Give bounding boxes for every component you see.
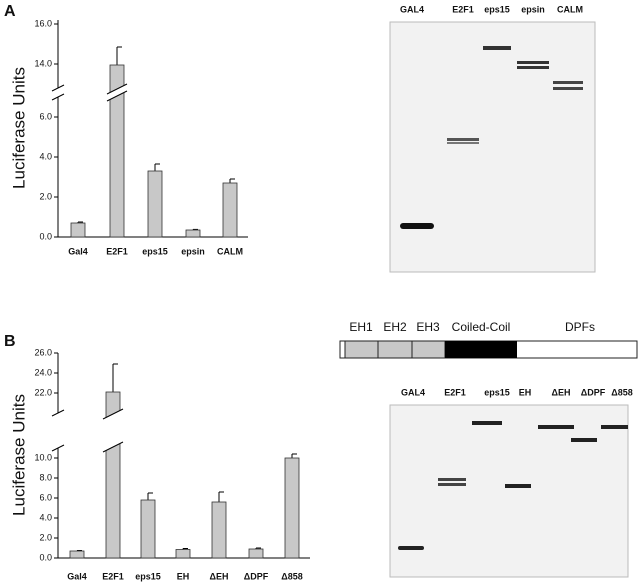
lane-label: GAL4 (400, 4, 424, 14)
bar (175, 549, 191, 559)
y-axis-label: Luciferase Units (9, 67, 28, 189)
x-tick-label: Gal4 (67, 571, 87, 581)
panel-label: A (4, 3, 16, 20)
y-tick-label: 0.0 (39, 231, 52, 241)
y-tick-label: 8.0 (39, 472, 52, 482)
y-tick-label: 14.0 (34, 58, 52, 68)
bar (211, 501, 227, 559)
bar-break-line (102, 408, 124, 420)
x-tick-label: eps15 (135, 571, 161, 581)
lane-label: EH (519, 387, 532, 397)
y-tick-label: 10.0 (34, 452, 52, 462)
domain-label: EH3 (416, 320, 440, 334)
x-tick-label: ΔDPF (244, 571, 269, 581)
panel-label: B (4, 333, 16, 350)
lane-label: epsin (521, 4, 545, 14)
bar-break (107, 84, 127, 101)
domain-label: EH2 (383, 320, 407, 334)
lane-label: ΔEH (552, 387, 571, 397)
x-tick-label: eps15 (142, 246, 168, 256)
bar-break (103, 409, 123, 452)
lane-label: eps15 (484, 387, 510, 397)
x-tick-label: E2F1 (102, 571, 124, 581)
y-tick-label: 0.0 (39, 552, 52, 562)
axis-break (51, 444, 65, 452)
x-tick-label: E2F1 (106, 246, 128, 256)
bar (70, 222, 86, 238)
axis-break (51, 409, 65, 417)
gel-image (389, 21, 596, 273)
y-tick-label: 2.0 (39, 532, 52, 542)
x-tick-label: Gal4 (68, 246, 88, 256)
domain-label: EH1 (349, 320, 373, 334)
y-tick-label: 16.0 (34, 18, 52, 28)
bar (222, 182, 238, 238)
x-tick-label: EH (177, 571, 190, 581)
gel-image (389, 404, 629, 578)
lane-label: GAL4 (401, 387, 425, 397)
axis-break (51, 93, 65, 101)
y-tick-label: 4.0 (39, 512, 52, 522)
lane-label: eps15 (484, 4, 510, 14)
lane-label: CALM (557, 4, 583, 14)
y-tick-label: 2.0 (39, 191, 52, 201)
y-axis-label: Luciferase Units (9, 394, 28, 516)
bar (69, 550, 85, 559)
bar (109, 64, 125, 238)
y-tick-label: 6.0 (39, 492, 52, 502)
x-tick-label: ΔEH (210, 571, 229, 581)
domain-label: Coiled-Coil (452, 320, 511, 334)
domain-label: DPFs (565, 320, 595, 334)
x-tick-label: epsin (181, 246, 205, 256)
lane-label: Δ858 (611, 387, 633, 397)
x-tick-label: Δ858 (281, 571, 303, 581)
y-tick-label: 6.0 (39, 111, 52, 121)
y-tick-label: 24.0 (34, 367, 52, 377)
axis-break (51, 84, 65, 92)
bar (185, 229, 201, 238)
y-tick-label: 4.0 (39, 151, 52, 161)
x-tick-label: CALM (217, 246, 243, 256)
lane-label: E2F1 (452, 4, 474, 14)
bar (284, 457, 300, 559)
lane-label: E2F1 (444, 387, 466, 397)
bar-break-line (106, 83, 128, 95)
bar (147, 170, 163, 238)
y-tick-label: 22.0 (34, 387, 52, 397)
lane-label: ΔDPF (581, 387, 606, 397)
y-tick-label: 26.0 (34, 347, 52, 357)
bar (140, 499, 156, 559)
bar (248, 548, 264, 559)
bar-break-line (102, 441, 124, 453)
bar-break-line (106, 90, 128, 102)
domain-map: EH1 EH2 EH3 Coiled-Coil DPFs (339, 320, 638, 359)
